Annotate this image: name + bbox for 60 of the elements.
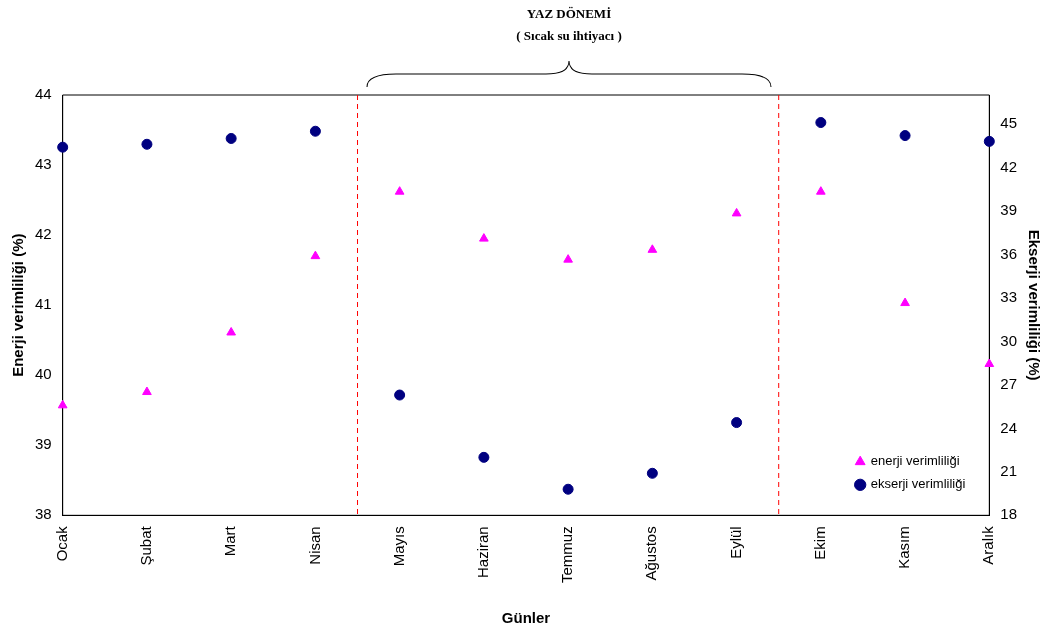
x-axis-title: Günler — [501, 609, 551, 627]
point — [141, 138, 153, 150]
point — [57, 399, 68, 409]
y-tick-label: 41 — [35, 295, 52, 313]
x-tick-label: Şubat — [137, 525, 155, 566]
y-tick-label: 44 — [35, 85, 52, 103]
point — [983, 135, 995, 147]
y-tick-label: 38 — [35, 505, 52, 523]
x-tick-label: Nisan — [305, 526, 323, 565]
x-tick-label: Ocak — [52, 525, 70, 562]
point — [984, 358, 995, 368]
legend-label: ekserji verimliliği — [870, 476, 966, 492]
point — [394, 186, 405, 195]
point — [815, 117, 827, 129]
point — [899, 130, 911, 142]
chart-title: YAZ DÖNEMİ — [525, 6, 613, 22]
chart-subtitle: ( Sıcak su ihtiyacı ) — [515, 28, 623, 44]
point — [310, 250, 321, 260]
point — [225, 132, 237, 144]
point — [731, 207, 742, 217]
point — [226, 326, 236, 336]
point — [646, 467, 658, 479]
y2-tick-label: 30 — [1000, 331, 1017, 349]
y2-tick-label: 39 — [1000, 201, 1017, 219]
point — [816, 186, 826, 195]
y-tick-label: 42 — [35, 225, 52, 243]
x-tick-label: Ağustos — [642, 526, 660, 581]
y2-tick-label: 24 — [1000, 418, 1017, 436]
y-tick-label: 40 — [35, 365, 52, 383]
y-tick-label: 43 — [35, 155, 52, 173]
point — [57, 141, 69, 153]
point — [563, 254, 573, 263]
point — [479, 233, 489, 242]
point — [647, 244, 658, 253]
x-tick-label: Mart — [221, 525, 239, 557]
y2-tick-label: 18 — [1000, 505, 1017, 523]
y2-axis-title: Ekserji verimliliği (%) — [1025, 229, 1043, 381]
y-axis-title: Enerji verimliliği (%) — [9, 233, 27, 377]
x-tick-label: Aralık — [979, 525, 997, 565]
x-tick-label: Haziran — [474, 526, 492, 579]
x-tick-label: Kasım — [895, 526, 913, 569]
x-tick-label: Eylül — [726, 526, 744, 559]
point — [394, 389, 406, 401]
y2-tick-label: 45 — [1000, 114, 1017, 132]
point — [731, 417, 743, 429]
x-tick-label: Temmuz — [558, 526, 576, 584]
point — [478, 451, 490, 463]
y2-tick-label: 42 — [1000, 157, 1017, 175]
y2-tick-label: 27 — [1000, 375, 1017, 393]
x-tick-label: Mayıs — [389, 526, 407, 567]
y-tick-label: 39 — [35, 435, 52, 453]
y2-tick-label: 36 — [1000, 244, 1017, 262]
point — [900, 297, 910, 307]
legend-label: enerji verimliliği — [870, 453, 960, 469]
point — [142, 386, 152, 396]
y2-tick-label: 33 — [1000, 288, 1017, 306]
point — [309, 125, 321, 137]
point — [562, 483, 574, 495]
y2-tick-label: 21 — [1000, 461, 1017, 479]
x-tick-label: Ekim — [810, 526, 828, 560]
